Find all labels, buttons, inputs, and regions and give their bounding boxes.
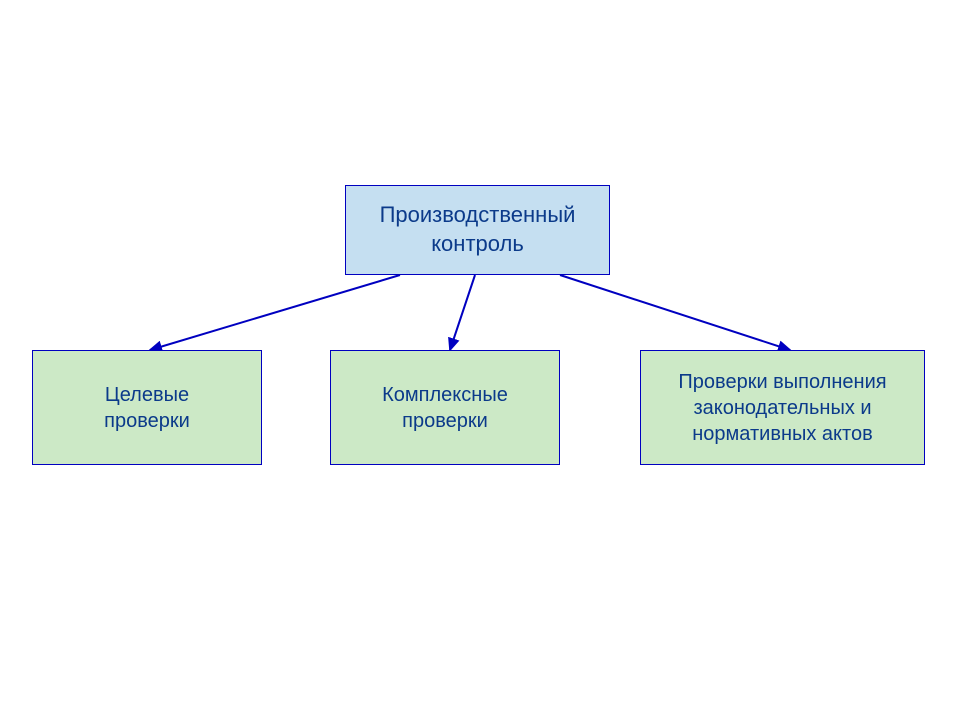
root-node: Производственный контроль	[345, 185, 610, 275]
edge-root-child2	[450, 275, 475, 350]
child2-node-label: Комплексные проверки	[382, 382, 508, 434]
edge-root-child1	[150, 275, 400, 350]
child2-node: Комплексные проверки	[330, 350, 560, 465]
child1-node-label: Целевые проверки	[104, 382, 190, 434]
child3-node-label: Проверки выполнения законодательных и но…	[678, 369, 886, 447]
root-node-label: Производственный контроль	[380, 201, 576, 258]
child3-node: Проверки выполнения законодательных и но…	[640, 350, 925, 465]
child1-node: Целевые проверки	[32, 350, 262, 465]
edge-root-child3	[560, 275, 790, 350]
